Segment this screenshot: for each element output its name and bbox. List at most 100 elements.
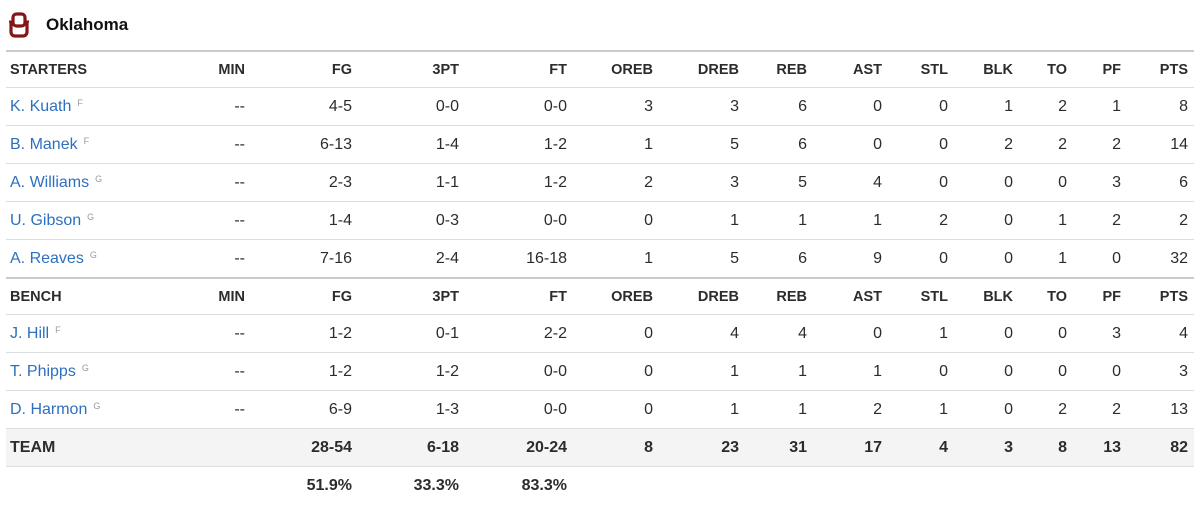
column-header-reb: REB — [745, 50, 813, 88]
percentage-ft: 83.3% — [521, 477, 567, 494]
total-ft: 20-24 — [465, 428, 573, 467]
stat-oreb: 0 — [573, 352, 659, 391]
bench-header-row: BENCH MIN FG 3PT FT OREB DREB REB AST STL BLK TO PF P… — [6, 277, 1194, 315]
stat-ft: 0-0 — [465, 87, 573, 126]
stat-ft: 0-0 — [465, 201, 573, 240]
stat-oreb: 0 — [573, 390, 659, 429]
column-header-3pt: 3PT — [358, 277, 465, 315]
stat-min: -- — [176, 87, 251, 126]
team-totals-label: TEAM — [6, 428, 176, 467]
player-position: F — [77, 97, 83, 108]
stat-blk: 0 — [954, 314, 1019, 353]
column-header-blk: BLK — [954, 50, 1019, 88]
column-header-dreb: DREB — [659, 50, 745, 88]
stat-to: 1 — [1019, 239, 1073, 278]
stat-dreb: 5 — [659, 239, 745, 278]
stat-pts: 32 — [1127, 239, 1194, 278]
percentages-spacer — [6, 467, 176, 506]
player-name-link[interactable]: U. Gibson — [10, 211, 82, 229]
total-min — [176, 428, 251, 467]
stat-stl: 0 — [888, 125, 954, 164]
stat-fg: 6-13 — [251, 125, 358, 164]
column-header-pts: PTS — [1127, 50, 1194, 88]
player-row: U. Gibson G -- 1-4 0-3 0-0 0 1 1 1 2 0 1 2 2 — [6, 201, 1194, 240]
percentage-pts — [1127, 467, 1194, 506]
column-header-oreb: OREB — [573, 50, 659, 88]
stat-min: -- — [176, 239, 251, 278]
stat-dreb: 4 — [659, 314, 745, 353]
stat-blk: 0 — [954, 163, 1019, 202]
player-name-link[interactable]: K. Kuath — [10, 97, 72, 115]
stat-pts: 13 — [1127, 390, 1194, 429]
column-header-fg: FG — [251, 277, 358, 315]
stat-fg: 4-5 — [251, 87, 358, 126]
stat-3pt: 0-0 — [358, 87, 465, 126]
stat-reb: 5 — [745, 163, 813, 202]
player-name-link[interactable]: A. Reaves — [10, 249, 84, 267]
stat-min: -- — [176, 125, 251, 164]
stat-3pt: 1-4 — [358, 125, 465, 164]
stat-to: 2 — [1019, 87, 1073, 126]
stat-min: -- — [176, 352, 251, 391]
stat-reb: 1 — [745, 201, 813, 240]
stat-ast: 2 — [813, 390, 888, 429]
stat-ast: 0 — [813, 125, 888, 164]
stat-3pt: 1-1 — [358, 163, 465, 202]
player-position: F — [83, 135, 90, 146]
stat-stl: 1 — [888, 314, 954, 353]
stat-min: -- — [176, 201, 251, 240]
column-header-pf: PF — [1073, 50, 1127, 88]
stat-dreb: 3 — [659, 87, 745, 126]
percentage-3pt: 33.3% — [413, 477, 459, 494]
stat-to: 2 — [1019, 390, 1073, 429]
column-header-oreb: OREB — [573, 277, 659, 315]
column-header-to: TO — [1019, 277, 1073, 315]
stat-to: 2 — [1019, 125, 1073, 164]
stat-pf: 2 — [1073, 390, 1127, 429]
stat-ft: 0-0 — [465, 390, 573, 429]
player-position: G — [87, 211, 95, 222]
player-position: G — [95, 173, 103, 184]
stat-pf: 1 — [1073, 87, 1127, 126]
player-row: A. Williams G -- 2-3 1-1 1-2 2 3 5 4 0 0 0 3 6 — [6, 163, 1194, 202]
column-header-ast: AST — [813, 277, 888, 315]
stat-3pt: 0-3 — [358, 201, 465, 240]
column-header-pts: PTS — [1127, 277, 1194, 315]
stat-blk: 2 — [954, 125, 1019, 164]
stat-pts: 14 — [1127, 125, 1194, 164]
stat-pts: 2 — [1127, 201, 1194, 240]
percentage-to — [1019, 467, 1073, 506]
stat-pts: 3 — [1127, 352, 1194, 391]
player-name-link[interactable]: B. Manek — [10, 135, 78, 153]
total-reb: 31 — [745, 428, 813, 467]
stat-oreb: 1 — [573, 125, 659, 164]
stat-ast: 0 — [813, 87, 888, 126]
team-header: Oklahoma — [0, 0, 1200, 50]
player-cell: A. Williams G — [6, 163, 176, 202]
stat-fg: 6-9 — [251, 390, 358, 429]
player-name-link[interactable]: T. Phipps — [10, 362, 76, 380]
player-name-link[interactable]: A. Williams — [10, 173, 90, 191]
stat-ft: 2-2 — [465, 314, 573, 353]
player-name-link[interactable]: D. Harmon — [10, 400, 88, 418]
total-to: 8 — [1019, 428, 1073, 467]
team-totals-row: TEAM 28-54 6-18 20-24 8 23 31 17 4 3 8 13 82 — [6, 428, 1194, 467]
starters-header-row: STARTERS MIN FG 3PT FT OREB DREB REB AST STL BLK TO… — [6, 50, 1194, 88]
starters-section-label: STARTERS — [6, 50, 176, 88]
stat-blk: 0 — [954, 239, 1019, 278]
column-header-dreb: DREB — [659, 277, 745, 315]
column-header-stl: STL — [888, 277, 954, 315]
stat-to: 0 — [1019, 352, 1073, 391]
stat-3pt: 0-1 — [358, 314, 465, 353]
stat-fg: 2-3 — [251, 163, 358, 202]
player-cell: J. Hill F — [6, 314, 176, 353]
column-header-fg: FG — [251, 50, 358, 88]
stat-blk: 1 — [954, 87, 1019, 126]
percentage-min — [176, 467, 251, 506]
stat-dreb: 5 — [659, 125, 745, 164]
stat-ft: 16-18 — [465, 239, 573, 278]
stat-stl: 0 — [888, 163, 954, 202]
stat-reb: 4 — [745, 314, 813, 353]
player-name-link[interactable]: J. Hill — [10, 324, 50, 342]
stat-stl: 0 — [888, 239, 954, 278]
